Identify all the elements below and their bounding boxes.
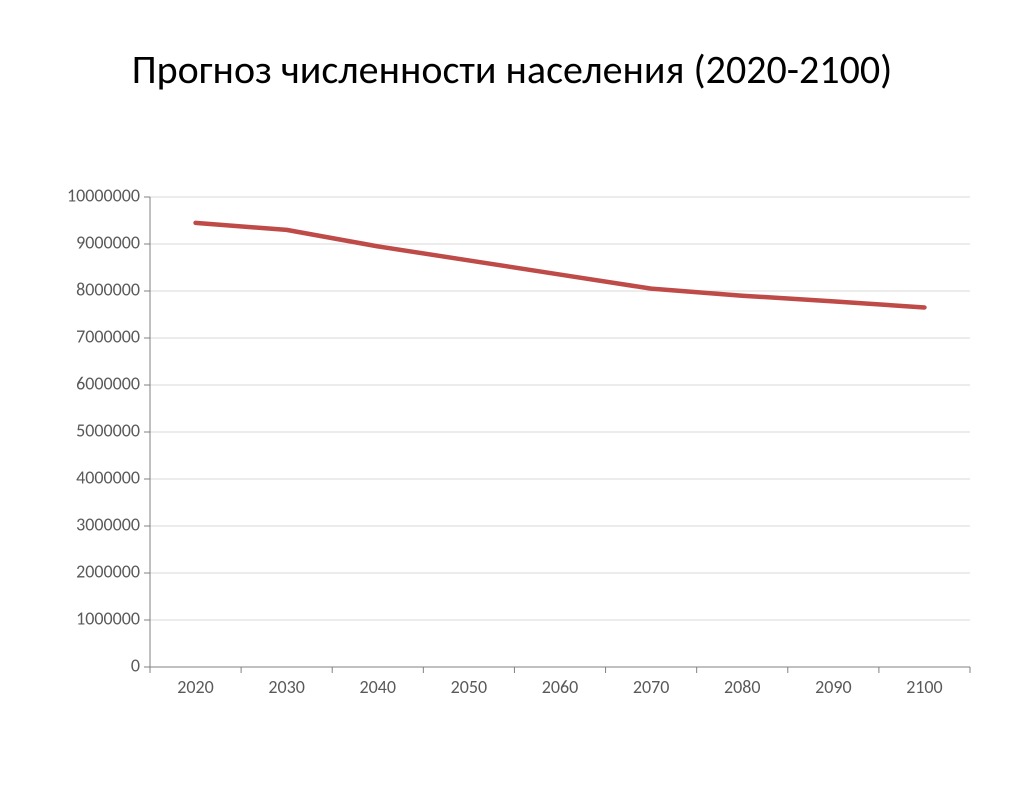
y-tick-label: 10000000 <box>67 187 140 206</box>
chart-svg: 0 1000000 2000000 3000000 4000000 5000000 6000… <box>40 187 984 727</box>
y-tick-label: 3000000 <box>76 513 140 535</box>
x-tick-label: 2070 <box>633 676 670 698</box>
y-tick-label: 5000000 <box>76 419 140 441</box>
x-tick-label: 2100 <box>906 676 943 698</box>
slide: Прогноз численности населения (2020-2100… <box>0 27 1024 794</box>
x-tick-label: 2040 <box>360 676 397 698</box>
x-tick-label: 2090 <box>815 676 852 698</box>
x-tick-label: 2050 <box>451 676 488 698</box>
y-tick-label: 7000000 <box>76 325 140 347</box>
x-tick-label: 2020 <box>177 676 214 698</box>
x-tick-label: 2080 <box>724 676 761 698</box>
y-tick-label: 8000000 <box>76 278 140 300</box>
y-tick-label: 9000000 <box>76 231 140 253</box>
population-forecast-chart: 0 1000000 2000000 3000000 4000000 5000000 6000… <box>40 187 984 727</box>
chart-title: Прогноз численности населения (2020-2100… <box>0 27 1024 93</box>
x-tick-label: 2030 <box>268 676 305 698</box>
y-tick-label: 6000000 <box>76 372 140 394</box>
y-tick-label: 2000000 <box>76 560 140 582</box>
y-tick-label: 0 <box>131 654 140 676</box>
y-tick-label: 4000000 <box>76 466 140 488</box>
y-tick-label: 1000000 <box>76 607 140 629</box>
x-tick-label: 2060 <box>542 676 579 698</box>
